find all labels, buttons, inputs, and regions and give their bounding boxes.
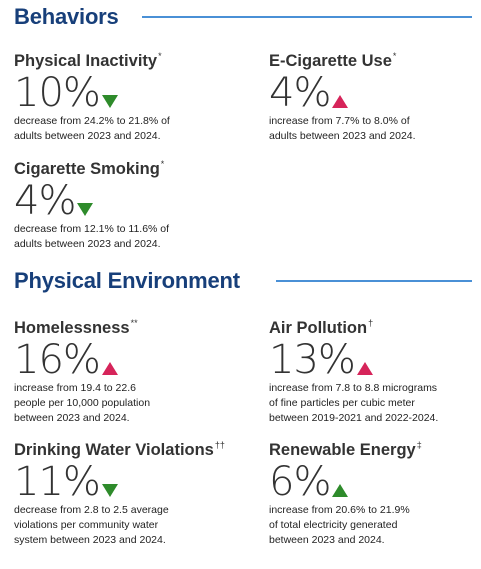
metric-air-pollution: Air Pollution† 13% increase from 7.8 to …	[269, 313, 481, 426]
metric-value: 13%	[269, 337, 356, 383]
metric-value: 11%	[14, 459, 101, 505]
metric-title: Cigarette Smoking*	[14, 159, 165, 178]
increase-arrow-icon	[101, 362, 118, 375]
metric-physical-inactivity: Physical Inactivity* 10% decrease from 2…	[14, 46, 229, 144]
metric-title: Drinking Water Violations††	[14, 440, 225, 459]
metric-cigarette-smoking: Cigarette Smoking* 4% decrease from 12.1…	[14, 154, 229, 252]
metric-title: E-Cigarette Use*	[269, 51, 397, 70]
metric-description: decrease from 24.2% to 21.8% of adults be…	[14, 115, 170, 142]
metric-description: increase from 19.4 to 22.6 people per 10,…	[14, 382, 151, 424]
section-title-behaviors: Behaviors	[14, 4, 119, 29]
metric-e-cigarette-use: E-Cigarette Use* 4% increase from 7.7% t…	[269, 46, 481, 144]
metric-description: increase from 7.8 to 8.8 micrograms of fi…	[269, 382, 439, 424]
metric-description: increase from 7.7% to 8.0% of adults betw…	[269, 115, 416, 142]
metric-title: Homelessness**	[14, 318, 138, 337]
increase-arrow-icon	[332, 95, 349, 108]
decrease-arrow-icon	[77, 203, 94, 216]
metric-value: 4%	[14, 178, 76, 224]
section-title-physical-environment: Physical Environment	[14, 268, 240, 293]
metric-value: 4%	[269, 70, 331, 116]
increase-arrow-icon	[332, 484, 349, 497]
metric-description: decrease from 2.8 to 2.5 average violatio…	[14, 504, 169, 546]
metric-value: 6%	[269, 459, 331, 505]
metric-description: increase from 20.6% to 21.9% of total ele…	[269, 504, 410, 546]
metric-renewable-energy: Renewable Energy‡ 6% increase from 20.6%…	[269, 435, 481, 548]
metric-homelessness: Homelessness** 16% increase from 19.4 to…	[14, 313, 229, 426]
decrease-arrow-icon	[101, 95, 118, 108]
section-divider	[276, 280, 472, 282]
metric-value: 16%	[14, 337, 101, 383]
metric-title: Physical Inactivity*	[14, 51, 162, 70]
increase-arrow-icon	[356, 362, 373, 375]
metric-title: Air Pollution†	[269, 318, 374, 337]
decrease-arrow-icon	[101, 484, 118, 497]
metric-description: decrease from 12.1% to 11.6% of adults be…	[14, 223, 170, 250]
metric-value: 10%	[14, 70, 101, 116]
metric-title: Renewable Energy‡	[269, 440, 422, 459]
metric-drinking-water-violations: Drinking Water Violations†† 11% decrease…	[14, 435, 229, 548]
section-divider	[142, 16, 472, 18]
